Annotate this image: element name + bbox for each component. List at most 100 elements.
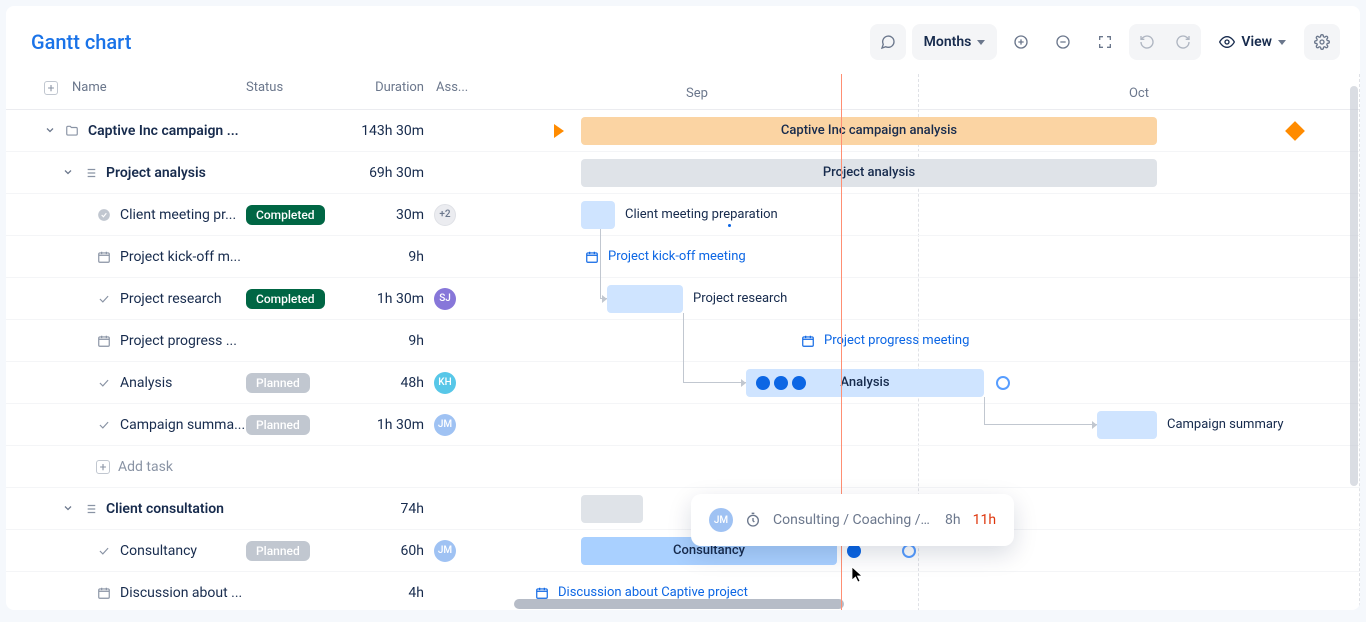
log-dot[interactable] (774, 376, 788, 390)
task-row[interactable]: ConsultancyPlanned60hJMConsultancy (6, 530, 1360, 572)
duration-cell: 74h (346, 501, 424, 517)
chevron-down-icon[interactable] (62, 502, 76, 516)
marker-dot (728, 224, 731, 227)
col-duration-header[interactable]: Duration (346, 80, 424, 95)
month-oct: Oct (918, 74, 1360, 101)
view-dropdown[interactable]: View (1207, 24, 1298, 60)
task-name-cell[interactable]: Project kick-off m... (6, 249, 246, 265)
duration-cell: 48h (346, 375, 424, 391)
assignee-cell[interactable]: JM (424, 414, 476, 436)
task-row[interactable]: +Add task (6, 446, 1360, 488)
task-name-cell[interactable]: Analysis (6, 375, 246, 391)
vscroll-thumb[interactable] (1350, 86, 1358, 486)
task-name-cell[interactable]: Discussion about ... (6, 585, 246, 601)
calendar-icon (800, 333, 816, 349)
month-sep: Sep (476, 74, 918, 101)
redo-icon[interactable] (1165, 24, 1201, 60)
status-cell[interactable]: Planned (246, 541, 346, 561)
eye-icon (1219, 34, 1235, 50)
task-name-cell[interactable]: Project progress ... (6, 333, 246, 349)
status-cell[interactable]: Completed (246, 289, 346, 309)
bar-label: Project analysis (823, 165, 915, 180)
task-row[interactable]: Project analysis69h 30mProject analysis (6, 152, 1360, 194)
timeline-cell[interactable]: Client meeting preparation (476, 194, 1360, 236)
avatar: SJ (434, 288, 456, 310)
col-name-header[interactable]: + Name (6, 80, 246, 95)
task-name-cell[interactable]: Captive Inc campaign ... (6, 123, 246, 139)
task-row[interactable]: Captive Inc campaign ...143h 30mCaptive … (6, 110, 1360, 152)
assignee-cell[interactable]: +2 (424, 204, 476, 226)
check-circle-icon (96, 207, 112, 223)
gantt-bar[interactable] (607, 285, 683, 313)
duration-cell: 1h 30m (346, 291, 424, 307)
task-name-cell[interactable]: Client meeting pr... (6, 207, 246, 223)
gantt-bar[interactable] (581, 201, 615, 229)
task-name-label: Project analysis (106, 165, 206, 181)
undo-redo-group (1129, 24, 1201, 60)
task-name-cell[interactable]: Consultancy (6, 543, 246, 559)
task-row[interactable]: Client consultation 74h (6, 488, 1360, 530)
ring-icon[interactable] (996, 376, 1010, 390)
log-dot[interactable] (792, 376, 806, 390)
task-name-cell[interactable]: Project research (6, 291, 246, 307)
status-cell[interactable]: Planned (246, 373, 346, 393)
timeline-cell[interactable]: Project analysis (476, 152, 1360, 194)
col-status-header[interactable]: Status (246, 80, 346, 95)
assignee-cell[interactable]: KH (424, 372, 476, 394)
meeting-label[interactable]: Project kick-off meeting (584, 243, 746, 271)
timeline-cell[interactable] (476, 446, 1360, 488)
comment-icon[interactable] (870, 24, 906, 60)
task-name-cell[interactable]: +Add task (6, 459, 246, 475)
duration-cell: 9h (346, 333, 424, 349)
zoom-out-icon[interactable] (1045, 24, 1081, 60)
timeline-cell[interactable]: Project progress meeting (476, 320, 1360, 362)
meeting-label[interactable]: Project progress meeting (800, 327, 969, 355)
timeline-cell[interactable]: Project research (476, 278, 1360, 320)
list-icon (82, 501, 98, 517)
gantt-bar[interactable] (1097, 411, 1157, 439)
assignee-cell[interactable]: JM (424, 540, 476, 562)
task-name-label: Project kick-off m... (120, 249, 241, 265)
timeline-cell[interactable]: Captive Inc campaign analysis (476, 110, 1360, 152)
task-row[interactable]: Project kick-off m...9hProject kick-off … (6, 236, 1360, 278)
gantt-bar[interactable]: Project analysis (581, 159, 1157, 187)
gantt-bar[interactable]: Captive Inc campaign analysis (581, 117, 1157, 145)
avatar: KH (434, 372, 456, 394)
status-badge: Completed (246, 205, 325, 225)
chevron-down-icon[interactable] (44, 124, 58, 138)
bar-label: Captive Inc campaign analysis (781, 123, 957, 138)
task-name-cell[interactable]: Project analysis (6, 165, 246, 181)
milestone-icon[interactable] (1285, 121, 1305, 141)
timeline-cell[interactable]: Analysis (476, 362, 1360, 404)
gantt-bar[interactable]: Analysis (746, 369, 984, 397)
gantt-bar[interactable] (581, 495, 643, 523)
add-icon[interactable]: + (44, 81, 58, 95)
status-cell[interactable]: Completed (246, 205, 346, 225)
hscroll-thumb[interactable] (514, 599, 844, 609)
log-dot[interactable] (756, 376, 770, 390)
cursor-pointer (851, 566, 865, 584)
timescale-label: Months (924, 34, 972, 50)
status-cell[interactable]: Planned (246, 415, 346, 435)
page-title: Gantt chart (31, 30, 131, 54)
check-icon (96, 375, 112, 391)
fullscreen-icon[interactable] (1087, 24, 1123, 60)
task-name-cell[interactable]: Campaign summa... (6, 417, 246, 433)
chevron-down-icon[interactable] (62, 166, 76, 180)
zoom-in-icon[interactable] (1003, 24, 1039, 60)
dependency-line (984, 397, 1097, 425)
undo-icon[interactable] (1129, 24, 1165, 60)
task-row[interactable]: Campaign summa...Planned1h 30mJMCampaign… (6, 404, 1360, 446)
assignee-cell[interactable]: SJ (424, 288, 476, 310)
task-name-cell[interactable]: Client consultation (6, 501, 246, 517)
tooltip-over: 11h (973, 512, 996, 528)
timeline-cell[interactable]: Campaign summary (476, 404, 1360, 446)
timescale-dropdown[interactable]: Months (912, 24, 998, 60)
tooltip-hours: 8h (945, 512, 961, 528)
settings-icon[interactable] (1304, 24, 1340, 60)
chevron-down-icon (1278, 40, 1286, 45)
col-assignee-header[interactable]: Ass... (424, 80, 476, 95)
task-name-label: Analysis (120, 375, 172, 391)
task-row[interactable]: Client meeting pr...Completed30m+2Client… (6, 194, 1360, 236)
timeline-cell[interactable]: Project kick-off meeting (476, 236, 1360, 278)
